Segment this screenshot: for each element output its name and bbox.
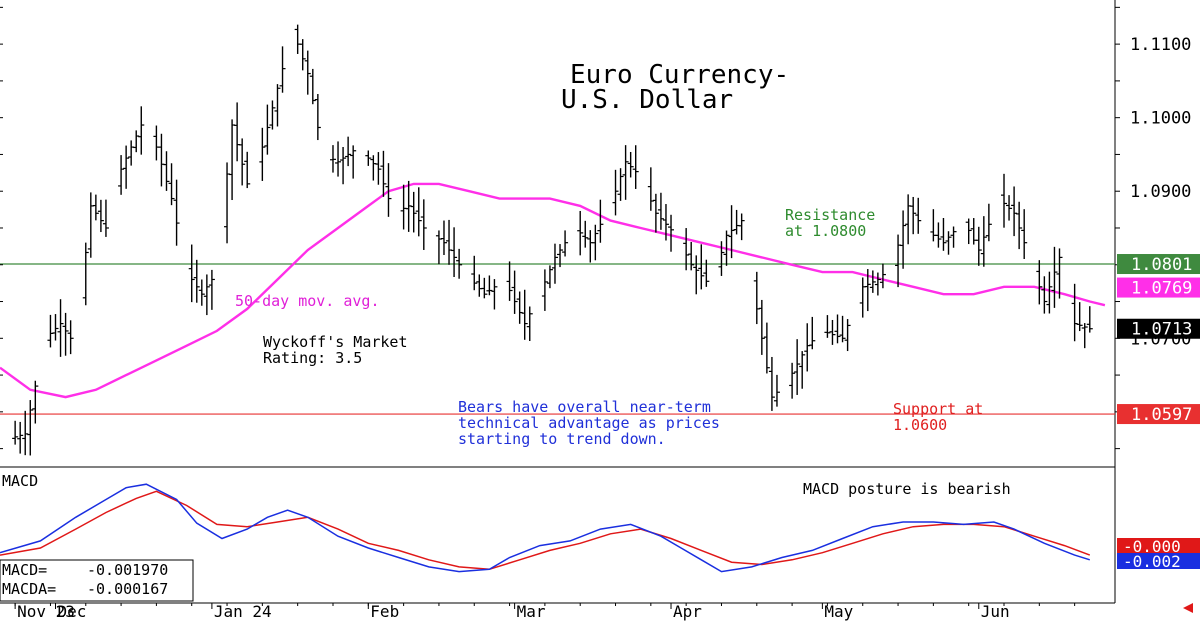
moving-average-annotation: 50-day mov. avg.	[235, 292, 380, 310]
price-tag-0-box	[1117, 277, 1200, 298]
date-tick-label-5: Apr	[673, 602, 702, 621]
moving-average-line	[0, 182, 1106, 399]
price-tag-0-label: 1.0769	[1131, 279, 1192, 299]
wyckoff-rating-line-2: Rating: 3.5	[263, 349, 362, 367]
macd-series-macda	[0, 490, 1091, 571]
macd-tag-1-box	[1117, 553, 1200, 569]
macd-readout-value: -0.001970	[87, 561, 168, 579]
support-annotation-line-1: Support at	[893, 400, 983, 418]
price-tick-label-1: 1.1000	[1130, 109, 1191, 129]
date-tick-label-2: Jan 24	[214, 602, 272, 621]
date-tick-label-0: Nov 23	[17, 602, 75, 621]
resistance-annotation-line-1: Resistance	[785, 206, 875, 224]
level-tag-0-box	[1117, 254, 1200, 275]
date-tick-label-1: Dec	[57, 602, 86, 621]
macd-tag-1-label: -0.002	[1123, 552, 1181, 571]
date-tick-label-7: Jun	[981, 602, 1010, 621]
date-tick-label-6: May	[824, 602, 853, 621]
scroll-left-arrow-icon[interactable]	[1183, 603, 1193, 613]
bears-annotation-line-1: Bears have overall near-term	[458, 398, 711, 416]
bears-annotation-line-3: starting to trend down.	[458, 430, 666, 448]
macda-readout-label: MACDA=	[2, 580, 56, 598]
macd-panel-title: MACD	[2, 472, 38, 490]
date-tick-label-3: Feb	[370, 602, 399, 621]
price-tag-1-label: 1.0713	[1131, 320, 1192, 340]
chart-title-line-2: U.S. Dollar	[561, 85, 733, 115]
price-tags: 1.0801 1.0597 1.0769 1.0713	[1117, 254, 1200, 425]
wyckoff-rating-line-1: Wyckoff's Market	[263, 333, 408, 351]
level-tag-1-label: 1.0597	[1131, 405, 1192, 425]
ma50-line	[0, 182, 1106, 399]
horizontal-lines	[0, 263, 1115, 415]
macd-posture-annotation: MACD posture is bearish	[803, 480, 1011, 498]
price-tick-label-0: 1.1100	[1130, 35, 1191, 55]
macda-readout-value: -0.000167	[87, 580, 168, 598]
macd-series-macd	[0, 483, 1091, 573]
macd-tag-0-label: -0.000	[1123, 537, 1181, 556]
date-tick-label-4: Mar	[517, 602, 546, 621]
price-tick-label-2: 1.0900	[1130, 182, 1191, 202]
level-tag-1-box	[1117, 404, 1200, 425]
level-tag-0-label: 1.0801	[1131, 255, 1192, 275]
resistance-annotation-line-2: at 1.0800	[785, 222, 866, 240]
price-bars	[12, 24, 1093, 456]
macd-panel: -0.000-0.002	[0, 483, 1200, 573]
price-tag-1-box	[1117, 318, 1200, 339]
support-annotation-line-2: 1.0600	[893, 416, 947, 434]
chart-title-line-1: Euro Currency-	[570, 60, 789, 90]
macd-readout-box	[0, 559, 194, 602]
bears-annotation-line-2: technical advantage as prices	[458, 414, 720, 432]
macd-readout-label: MACD=	[2, 561, 47, 579]
macd-tag-0-box	[1117, 538, 1200, 554]
